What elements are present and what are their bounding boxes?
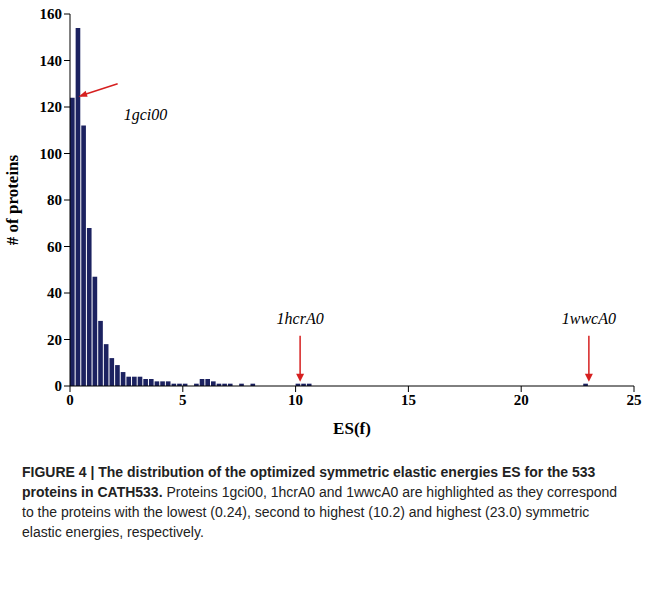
svg-text:120: 120 — [40, 99, 63, 115]
svg-text:1gci00: 1gci00 — [124, 106, 168, 124]
svg-text:5: 5 — [179, 392, 187, 408]
svg-text:0: 0 — [66, 392, 74, 408]
svg-text:0: 0 — [55, 378, 63, 394]
svg-text:ES(f): ES(f) — [333, 419, 371, 438]
svg-text:80: 80 — [47, 192, 62, 208]
html-text:FIGURE 4 | The distribution of: FIGURE 4 | The distribution of the optim… — [22, 464, 617, 540]
svg-text:20: 20 — [47, 332, 62, 348]
svg-text:1hcrA0: 1hcrA0 — [277, 310, 324, 327]
svg-text:20: 20 — [514, 392, 529, 408]
svg-text:60: 60 — [47, 239, 62, 255]
svg-text:40: 40 — [47, 285, 62, 301]
svg-text:15: 15 — [401, 392, 416, 408]
svg-text:10: 10 — [288, 392, 303, 408]
svg-text:140: 140 — [40, 53, 63, 69]
svg-text:1wwcA0: 1wwcA0 — [562, 310, 616, 327]
svg-text:100: 100 — [40, 146, 63, 162]
svg-text:160: 160 — [40, 6, 63, 22]
svg-text:# of proteins: # of proteins — [4, 154, 22, 245]
svg-text:25: 25 — [627, 392, 642, 408]
